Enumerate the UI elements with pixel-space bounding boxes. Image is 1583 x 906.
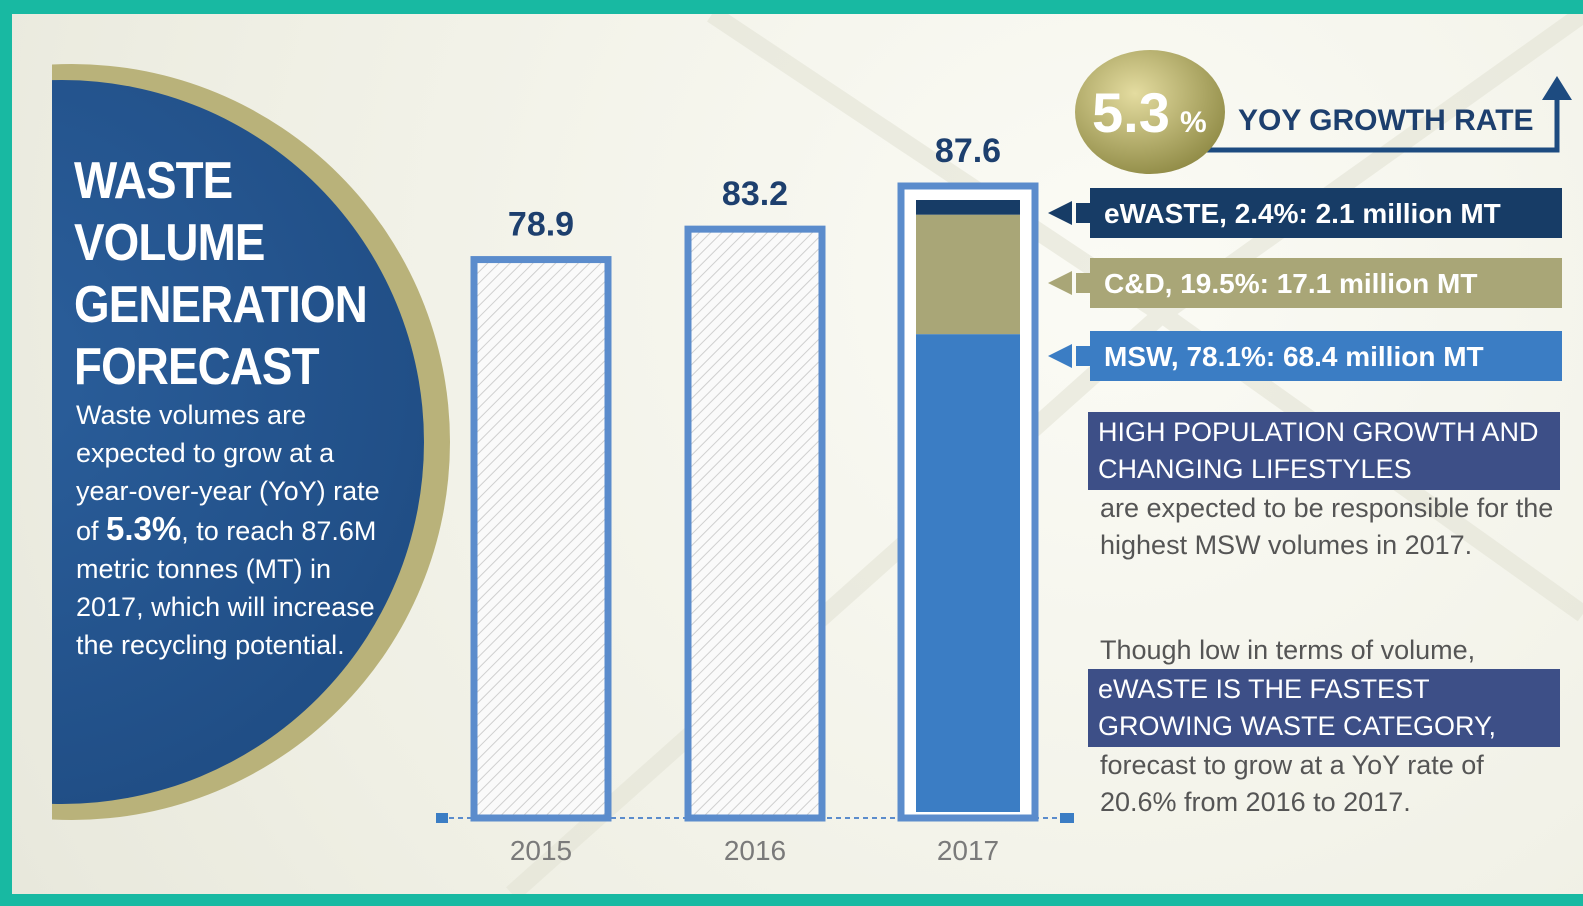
- baseline-cap: [1060, 813, 1074, 823]
- legend-pointer: [1048, 344, 1072, 368]
- legend-pointer: [1048, 201, 1072, 225]
- note-highlight: eWASTE IS THE FASTEST GROWING WASTE CATE…: [1088, 669, 1560, 747]
- note-text: are expected to be responsible for the h…: [1090, 490, 1560, 564]
- legend-swatch: [1076, 203, 1090, 223]
- baseline-cap: [436, 813, 448, 823]
- value-label: 78.9: [508, 206, 574, 244]
- infographic: 5.3 % YOY GROWTH RATE 2015 78.9 2016 83.2 20…: [12, 14, 1583, 894]
- legend-label: C&D, 19.5%: 17.1 million MT: [1104, 268, 1477, 299]
- note: HIGH POPULATION GROWTH AND CHANGING LIFE…: [1090, 412, 1560, 564]
- bar-segment: [916, 334, 1020, 812]
- page: 5.3 % YOY GROWTH RATE 2015 78.9 2016 83.2 20…: [0, 0, 1583, 906]
- panel-body: Waste volumes are expected to grow at a …: [76, 396, 396, 664]
- panel-title: WASTE VOLUME GENERATION FORECAST: [74, 150, 367, 398]
- legend-label: eWASTE, 2.4%: 2.1 million MT: [1104, 198, 1501, 229]
- bar-segment: [916, 215, 1020, 334]
- legend-label: MSW, 78.1%: 68.4 million MT: [1104, 341, 1484, 372]
- bar-segment: [916, 200, 1020, 215]
- legend-swatch: [1076, 346, 1090, 366]
- x-tick-label: 2015: [510, 835, 572, 866]
- bar: [688, 229, 822, 818]
- value-label: 83.2: [722, 175, 788, 213]
- growth-unit: %: [1180, 106, 1207, 139]
- legend-swatch: [1076, 273, 1090, 293]
- value-label: 87.6: [935, 132, 1001, 170]
- growth-arrowhead: [1542, 76, 1572, 100]
- growth-label: YOY GROWTH RATE: [1238, 104, 1534, 137]
- note: Though low in terms of volume, eWASTE IS…: [1090, 632, 1560, 821]
- body-emphasis: 5.3%: [106, 510, 181, 547]
- growth-value: 5.3: [1092, 81, 1170, 144]
- x-tick-label: 2016: [724, 835, 786, 866]
- note-intro: Though low in terms of volume,: [1090, 632, 1560, 669]
- legend-pointer: [1048, 271, 1072, 295]
- bar: [474, 260, 608, 818]
- note-text: forecast to grow at a YoY rate of 20.6% …: [1090, 747, 1560, 821]
- x-tick-label: 2017: [937, 835, 999, 866]
- note-highlight: HIGH POPULATION GROWTH AND CHANGING LIFE…: [1088, 412, 1560, 490]
